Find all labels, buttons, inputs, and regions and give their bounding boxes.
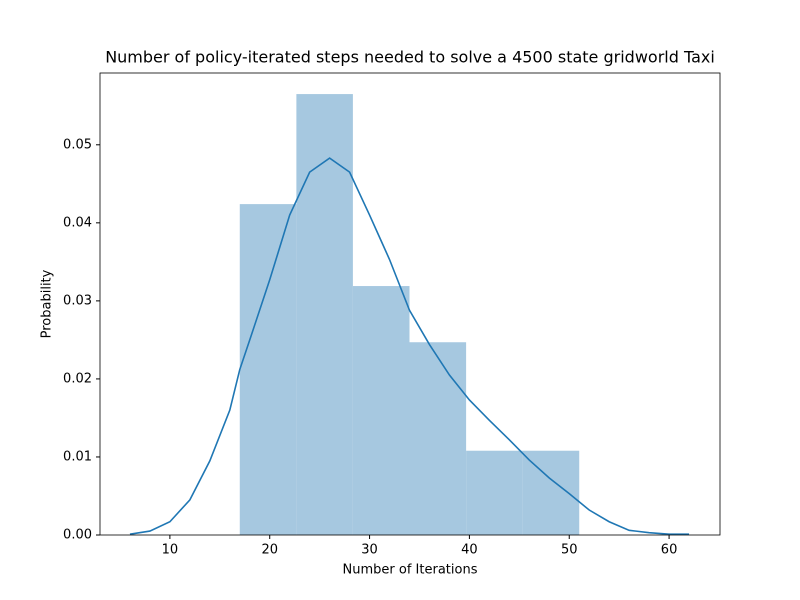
y-tick-label: 0.02 xyxy=(63,371,92,386)
bar xyxy=(522,450,580,535)
bar xyxy=(296,94,353,535)
y-tick-label: 0.04 xyxy=(63,215,92,230)
x-tick-label: 50 xyxy=(561,543,578,558)
chart-title: Number of policy-iterated steps needed t… xyxy=(105,48,715,67)
y-tick-label: 0.03 xyxy=(63,293,92,308)
bar xyxy=(352,286,410,535)
y-tick-label: 0.05 xyxy=(63,137,92,152)
bar xyxy=(466,450,523,535)
y-tick-label: 0.01 xyxy=(63,449,92,464)
plot-frame xyxy=(99,72,721,536)
x-axis-label: Number of Iterations xyxy=(343,563,478,578)
kde-line xyxy=(129,157,690,536)
x-tick-label: 30 xyxy=(361,543,378,558)
x-tick-label: 20 xyxy=(261,543,278,558)
bar xyxy=(239,204,297,536)
x-tick-label: 10 xyxy=(162,543,179,558)
y-axis-label: Probability xyxy=(40,269,55,338)
x-tick-label: 60 xyxy=(661,543,678,558)
y-tick-label: 0.00 xyxy=(63,528,92,543)
x-tick-label: 40 xyxy=(461,543,478,558)
bar xyxy=(409,342,467,535)
